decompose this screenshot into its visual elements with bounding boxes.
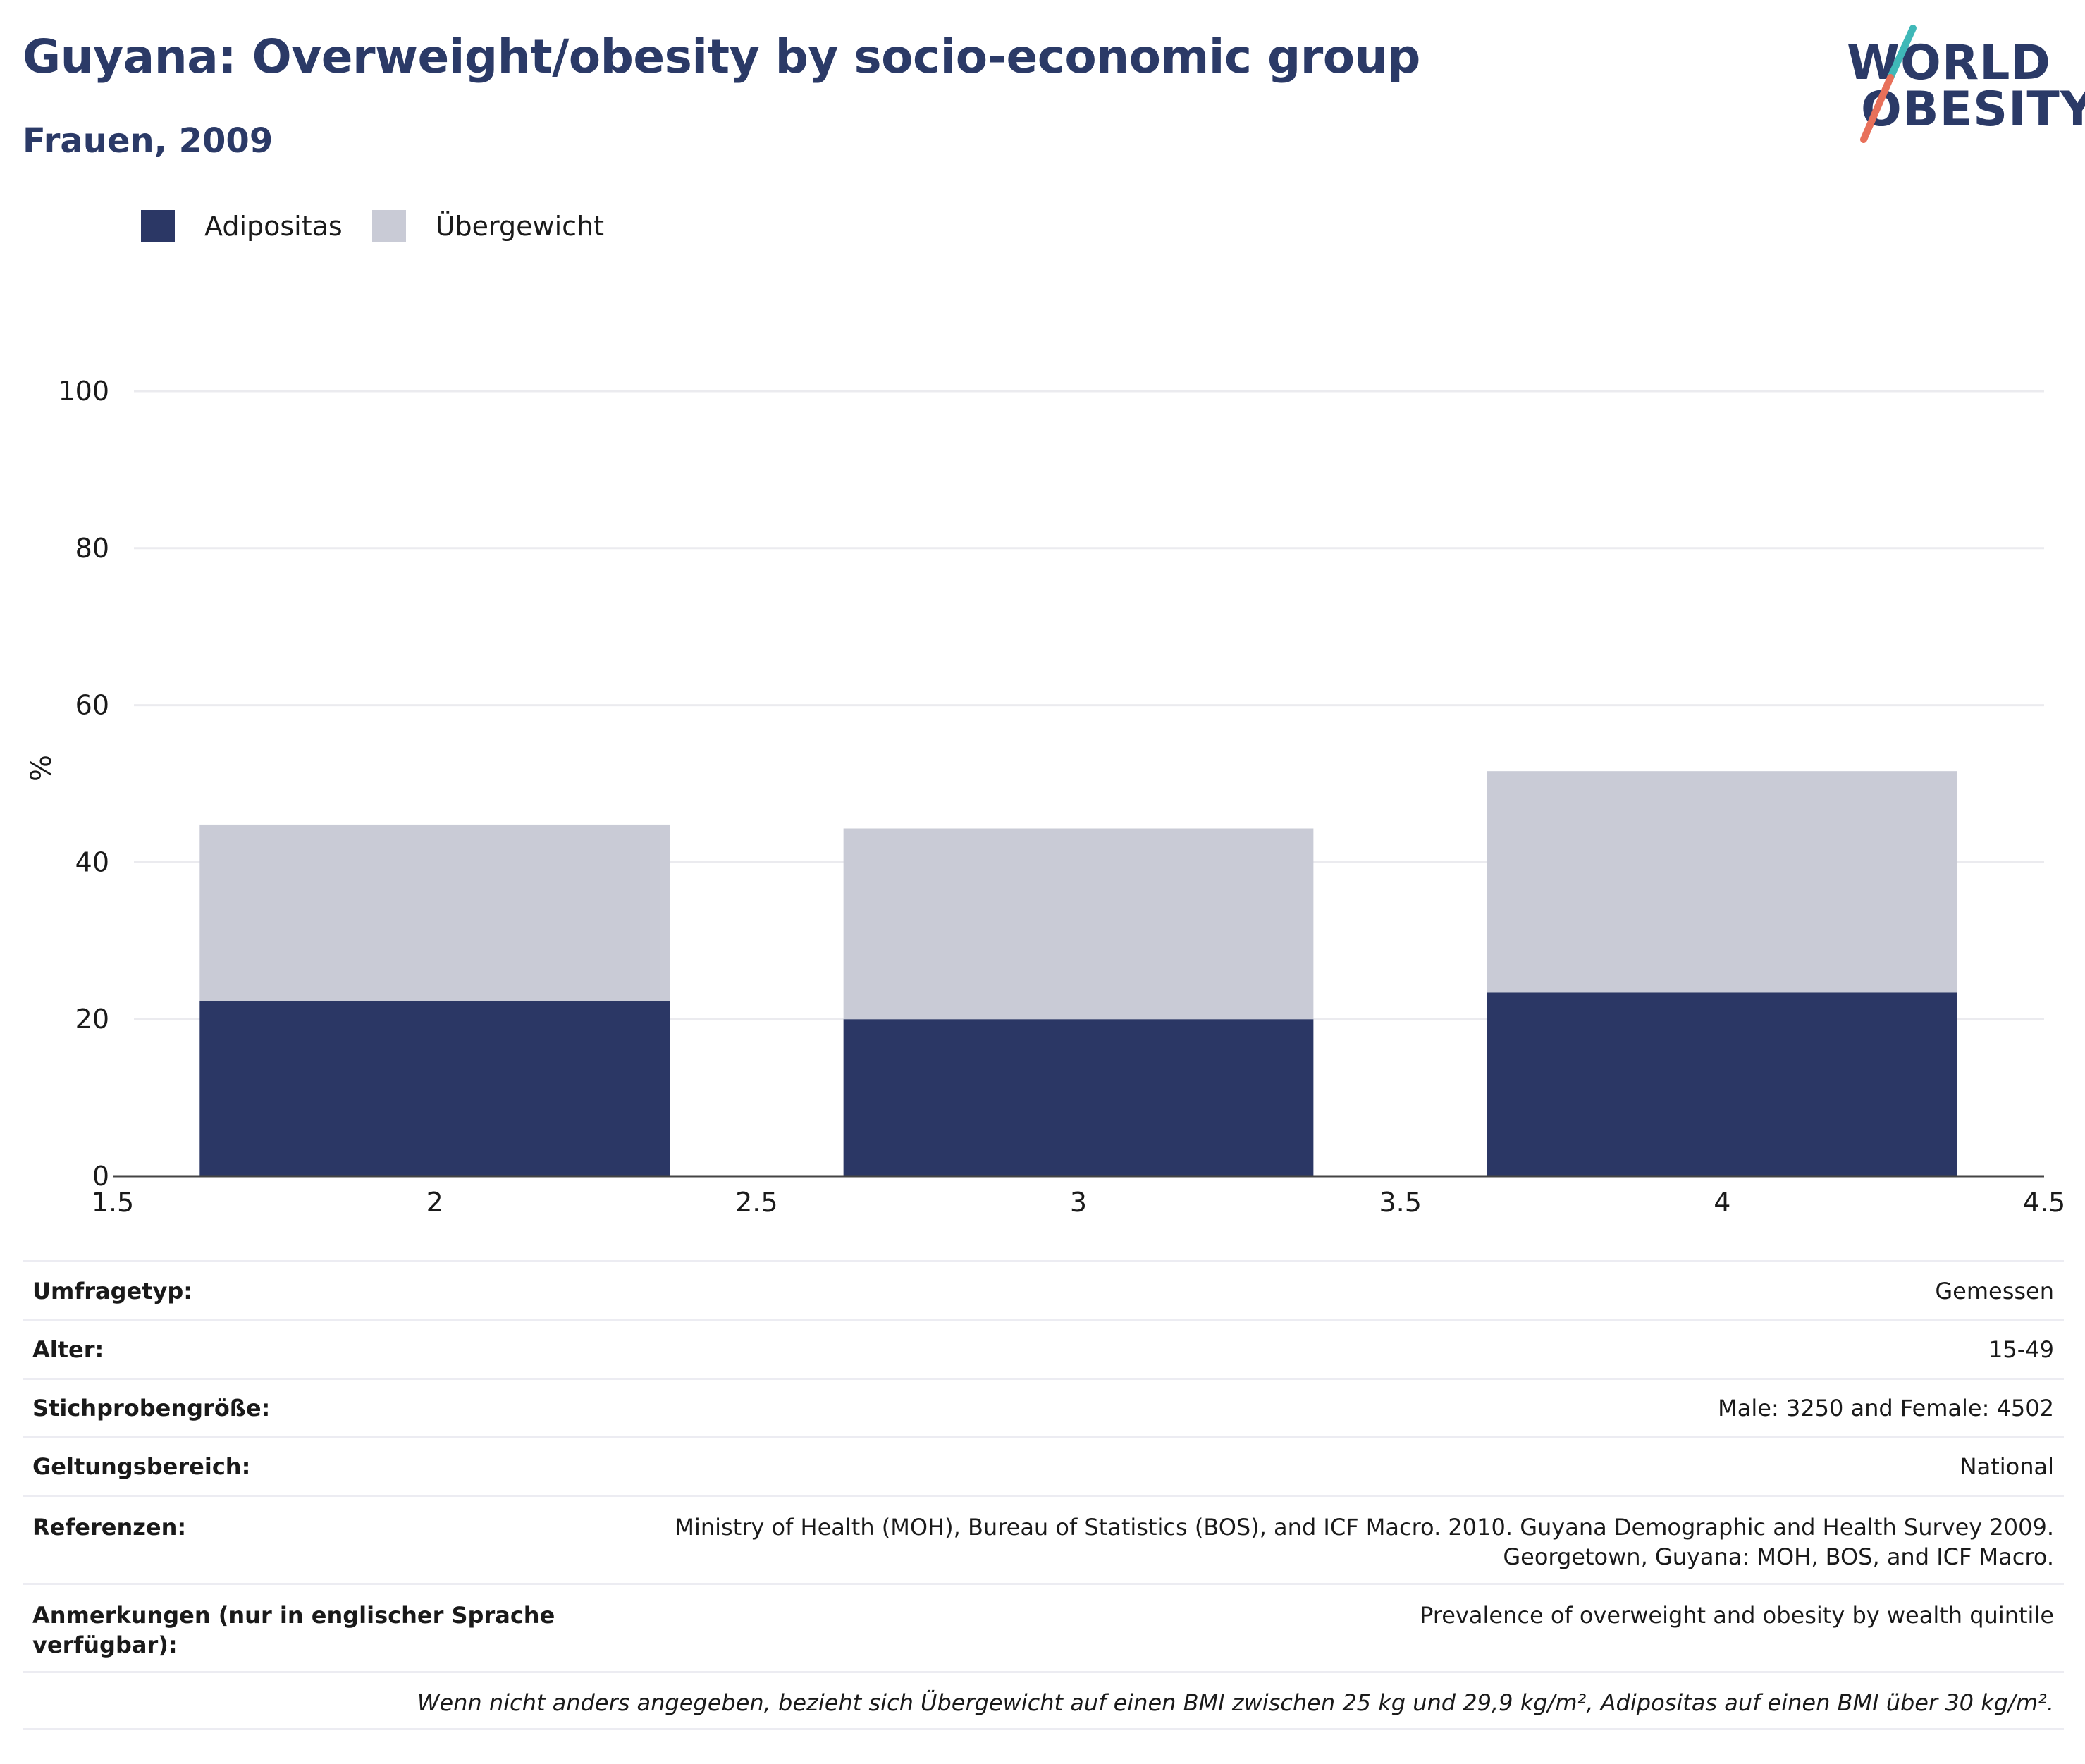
x-tick-label: 4 bbox=[1714, 1187, 1730, 1212]
meta-key: Umfragetyp: bbox=[32, 1277, 193, 1305]
meta-key: Geltungsbereich: bbox=[32, 1453, 251, 1480]
legend-swatch-uebergewicht bbox=[371, 210, 406, 242]
logo-text-bottom: OBESITY bbox=[1861, 82, 2085, 137]
logo-text-top: WORLD bbox=[1847, 35, 2051, 91]
bar-adipositas-2[interactable] bbox=[199, 1001, 670, 1176]
legend-label-uebergewicht: Übergewicht bbox=[435, 211, 604, 242]
bar-uebergewicht-3[interactable] bbox=[843, 828, 1314, 1020]
meta-key: Stichprobengröße: bbox=[32, 1395, 271, 1421]
legend-label-adipositas: Adipositas bbox=[204, 211, 343, 242]
meta-key: Referenzen: bbox=[32, 1514, 187, 1541]
meta-value: Prevalence of overweight and obesity by … bbox=[1420, 1602, 2054, 1629]
x-tick-label: 3.5 bbox=[1379, 1187, 1421, 1212]
world-obesity-logo: WORLD OBESITY bbox=[1833, 21, 2085, 155]
meta-row-stichprobe: Stichprobengröße: Male: 3250 and Female:… bbox=[23, 1378, 2064, 1436]
y-tick-label: 40 bbox=[75, 846, 109, 877]
legend-item-adipositas[interactable]: Adipositas bbox=[141, 210, 343, 242]
y-tick-label: 100 bbox=[58, 376, 109, 407]
survey-details-table: Umfragetyp: Gemessen Alter: 15-49 Stichp… bbox=[23, 1260, 2064, 1730]
y-tick-label: 60 bbox=[75, 690, 109, 721]
x-tick-label: 1.5 bbox=[92, 1187, 134, 1212]
meta-value: 15-49 bbox=[1988, 1336, 2054, 1363]
meta-value: National bbox=[1960, 1453, 2054, 1480]
logo-slash-icon bbox=[1860, 25, 1917, 143]
meta-key: Alter: bbox=[32, 1336, 104, 1363]
meta-row-umfragetyp: Umfragetyp: Gemessen bbox=[23, 1260, 2064, 1319]
footnote: Wenn nicht anders angegeben, bezieht sic… bbox=[23, 1671, 2064, 1730]
meta-row-geltungsbereich: Geltungsbereich: National bbox=[23, 1436, 2064, 1495]
chart-bars bbox=[199, 771, 1957, 1176]
bar-chart: 0 20 40 60 80 100 1.5 2 2.5 3 3.5 4 4.5% bbox=[25, 376, 2065, 1212]
y-tick-label: 80 bbox=[75, 533, 109, 564]
meta-value: Gemessen bbox=[1935, 1277, 2054, 1305]
bar-uebergewicht-2[interactable] bbox=[199, 824, 670, 1001]
chart-title: Guyana: Overweight/obesity by socio-econ… bbox=[23, 30, 1420, 84]
bar-uebergewicht-4[interactable] bbox=[1487, 771, 1957, 993]
meta-value: Male: 3250 and Female: 4502 bbox=[1718, 1395, 2054, 1421]
x-tick-label: 3 bbox=[1070, 1187, 1087, 1212]
y-tick-label: 0 bbox=[92, 1161, 109, 1192]
meta-row-referenzen: Referenzen: Ministry of Health (MOH), Bu… bbox=[23, 1495, 2064, 1583]
x-tick-label: 2 bbox=[426, 1187, 443, 1212]
bar-adipositas-4[interactable] bbox=[1487, 992, 1957, 1176]
legend-item-uebergewicht[interactable]: Übergewicht bbox=[371, 210, 604, 242]
x-tick-label: 4.5 bbox=[2023, 1187, 2065, 1212]
meta-row-alter: Alter: 15-49 bbox=[23, 1319, 2064, 1378]
y-axis-label: % bbox=[25, 755, 58, 782]
meta-key: Anmerkungen (nur in englischer Sprache v… bbox=[32, 1602, 555, 1658]
bar-adipositas-3[interactable] bbox=[843, 1019, 1314, 1176]
chart-axes: 0 20 40 60 80 100 1.5 2 2.5 3 3.5 4 4.5% bbox=[25, 376, 2065, 1212]
meta-value: Ministry of Health (MOH), Bureau of Stat… bbox=[675, 1514, 2054, 1570]
chart-legend: Adipositas Übergewicht bbox=[141, 210, 634, 242]
x-tick-label: 2.5 bbox=[735, 1187, 777, 1212]
meta-row-anmerkungen: Anmerkungen (nur in englischer Sprache v… bbox=[23, 1583, 2064, 1671]
y-tick-label: 20 bbox=[75, 1004, 109, 1035]
legend-swatch-adipositas bbox=[141, 210, 175, 242]
chart-subtitle: Frauen, 2009 bbox=[23, 121, 273, 161]
